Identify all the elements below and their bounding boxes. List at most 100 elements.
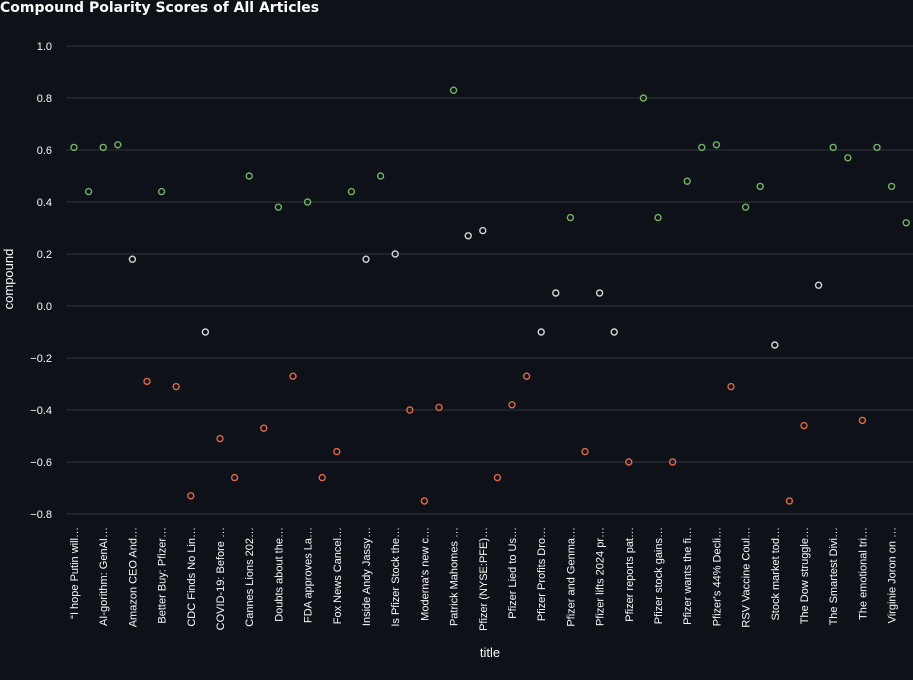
data-point xyxy=(114,141,122,149)
data-point xyxy=(70,143,78,152)
data-point xyxy=(406,406,414,414)
data-point xyxy=(435,403,443,412)
data-point xyxy=(522,372,531,380)
data-point xyxy=(508,401,516,409)
x-tick-label: RSV Vaccine Coul… xyxy=(741,527,753,628)
y-tick-label: 0.2 xyxy=(37,249,52,261)
x-tick-label: The Dow struggle… xyxy=(799,527,811,624)
x-tick-label: Pfizer stock gains… xyxy=(653,527,665,624)
x-axis-label: title xyxy=(480,645,500,660)
data-point xyxy=(668,458,677,466)
y-tick-label: 0.6 xyxy=(37,145,52,157)
data-point xyxy=(143,377,151,386)
data-point xyxy=(683,177,691,185)
data-point xyxy=(552,289,560,297)
data-point xyxy=(84,187,93,196)
data-point xyxy=(362,255,370,263)
data-point xyxy=(391,250,399,258)
data-point xyxy=(610,328,618,336)
data-point xyxy=(727,382,735,391)
data-point xyxy=(318,473,326,482)
data-point xyxy=(858,416,867,425)
x-tick-labels: “I hope Putin will… AI-gorithm: GenAI… Ama… xyxy=(69,527,899,631)
data-point xyxy=(654,213,662,222)
x-tick-label: Pfizer Lied to Us… xyxy=(507,527,519,619)
x-tick-label: Pfizer reports pat… xyxy=(624,527,636,622)
x-tick-label: Pfizer's 44% Decli… xyxy=(711,527,723,626)
data-point xyxy=(566,213,575,222)
data-point xyxy=(844,154,852,162)
x-tick-label: Pfizer (NYSE:PFE)… xyxy=(478,527,490,631)
y-tick-label: −0.4 xyxy=(30,405,52,417)
x-tick-label: Pfizer and Genma… xyxy=(565,527,577,627)
data-point xyxy=(625,458,633,466)
data-point xyxy=(464,232,472,240)
data-point xyxy=(829,143,837,152)
x-tick-label: “I hope Putin will… xyxy=(69,527,81,619)
data-point xyxy=(785,497,794,505)
data-points xyxy=(70,86,910,505)
data-point xyxy=(756,182,764,191)
data-point xyxy=(99,143,107,152)
x-tick-label: The emotional tri… xyxy=(857,527,869,620)
data-point xyxy=(187,492,195,500)
data-point xyxy=(230,473,239,482)
x-tick-label: Pfizer lifts 2024 pr… xyxy=(595,527,607,626)
data-point xyxy=(289,372,297,380)
data-point xyxy=(376,172,385,180)
x-tick-label: Inside Andy Jassy… xyxy=(361,527,373,626)
data-point xyxy=(902,219,910,227)
data-point xyxy=(260,424,268,432)
data-point xyxy=(698,143,706,152)
data-point xyxy=(157,187,166,196)
y-tick-label: 0.4 xyxy=(37,197,52,209)
data-point xyxy=(873,143,881,152)
data-point xyxy=(201,328,210,336)
data-point xyxy=(595,289,604,297)
x-tick-label: AI-gorithm: GenAI… xyxy=(98,527,110,626)
x-tick-label: Doubts about the… xyxy=(273,527,285,622)
data-point xyxy=(449,86,458,94)
data-point xyxy=(347,187,356,196)
data-point xyxy=(887,182,896,191)
y-tick-label: −0.6 xyxy=(30,457,52,469)
x-tick-label: CDC Finds No Lin… xyxy=(186,527,198,627)
data-point xyxy=(814,281,823,289)
x-tick-label: Amazon CEO And… xyxy=(127,527,139,627)
x-tick-label: Stock market tod… xyxy=(770,527,782,621)
chart-title: Compound Polarity Scores of All Articles xyxy=(0,0,320,16)
data-point xyxy=(537,328,545,336)
data-point xyxy=(172,382,180,391)
grid-lines xyxy=(66,45,913,515)
x-tick-label: Fox News Cancel… xyxy=(332,527,344,624)
data-point xyxy=(420,497,429,505)
data-point xyxy=(639,94,648,102)
y-tick-label: 0.8 xyxy=(37,93,52,105)
y-tick-label: −0.2 xyxy=(30,353,52,365)
data-point xyxy=(479,226,487,235)
data-point xyxy=(245,172,253,180)
x-tick-label: Better Buy: Pfizer… xyxy=(157,527,169,624)
data-point xyxy=(800,421,808,430)
x-tick-label: Cannes Lions 202… xyxy=(244,527,256,627)
y-tick-label: −0.8 xyxy=(30,509,52,521)
x-tick-label: FDA approves La… xyxy=(303,527,315,623)
data-point xyxy=(741,203,750,211)
x-tick-label: Pfizer wants the fi… xyxy=(682,527,694,625)
x-tick-label: The Smartest Divi… xyxy=(828,527,840,625)
x-tick-label: Virginie Joron on … xyxy=(887,527,899,623)
data-point xyxy=(712,141,721,149)
data-point xyxy=(216,434,224,443)
x-tick-label: Moderna's new c… xyxy=(419,527,431,621)
data-point xyxy=(303,198,312,206)
data-point xyxy=(274,203,283,211)
x-tick-label: Pfizer Profits Dro… xyxy=(536,527,548,621)
y-tick-labels: 1.0 0.8 0.6 0.4 0.2 0.0 −0.2 −0.4 −0.6 −0.8 xyxy=(30,41,52,521)
data-point xyxy=(771,341,779,349)
data-point xyxy=(128,255,137,263)
y-tick-label: 0.0 xyxy=(37,301,52,313)
data-point xyxy=(581,447,589,456)
x-tick-label: Patrick Mahomes … xyxy=(449,527,461,626)
x-tick-label: COVID-19: Before … xyxy=(215,527,227,630)
